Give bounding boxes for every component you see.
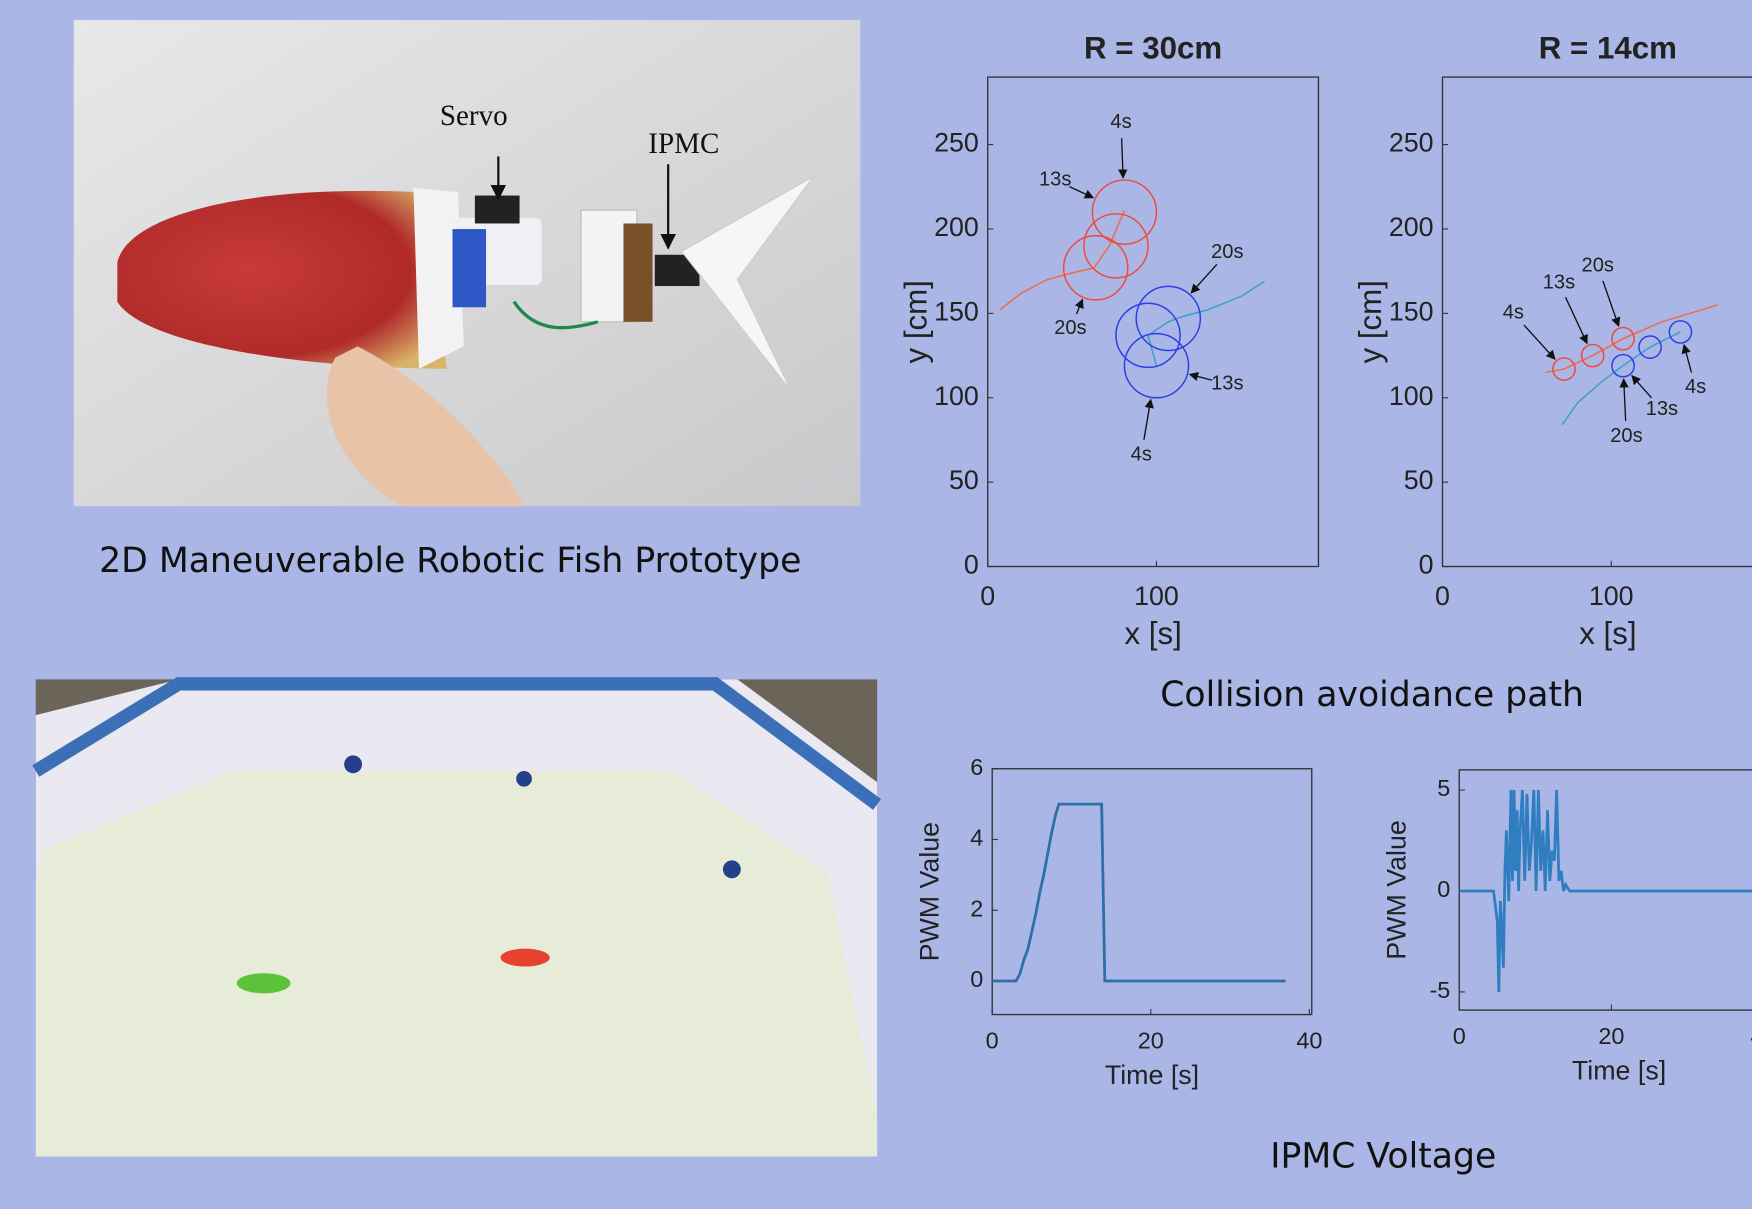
annotation: 20s: [1610, 425, 1642, 447]
safety-circle: [1136, 286, 1200, 350]
annotation-arrow: [1684, 345, 1692, 373]
annotation: 4s: [1131, 443, 1152, 465]
annotation: 20s: [1054, 317, 1086, 339]
series-line: [992, 804, 1285, 981]
x-tick-label: 0: [980, 581, 995, 611]
y-tick-label: 0: [1437, 876, 1450, 902]
x-tick-label: 20: [1598, 1023, 1624, 1049]
annotation: 13s: [1211, 373, 1243, 395]
annotation: 4s: [1685, 376, 1706, 398]
y-tick-label: 6: [970, 754, 983, 780]
y-tick-label: 250: [1389, 128, 1434, 158]
annotation-arrow: [1524, 325, 1555, 359]
poster: Servo IPMC 2D Maneuverable Robotic Fish …: [0, 0, 1752, 1209]
chart-title: R = 30cm: [1084, 31, 1222, 66]
prototype-photo: Servo IPMC: [74, 20, 861, 506]
y-tick-label: 100: [934, 381, 979, 411]
x-tick-label: 0: [1435, 581, 1450, 611]
annotation: 13s: [1039, 168, 1071, 190]
annotation: 20s: [1582, 254, 1614, 276]
annotation-arrow: [1603, 281, 1619, 326]
annotation-arrow: [1069, 187, 1093, 198]
annotation-arrow: [1566, 297, 1588, 343]
caption: 2D Maneuverable Robotic Fish Prototype: [99, 541, 801, 581]
y-axis-label: y [cm]: [1353, 280, 1388, 363]
x-tick-label: 100: [1589, 581, 1634, 611]
annotation-arrow: [1122, 138, 1123, 178]
y-tick-label: -5: [1429, 977, 1450, 1003]
y-tick-label: 50: [1404, 465, 1434, 495]
series-line: [1459, 790, 1752, 992]
x-axis-label: Time [s]: [1105, 1060, 1199, 1090]
plot-area: [1442, 77, 1752, 566]
y-tick-label: 50: [949, 465, 979, 495]
y-axis-label: PWM Value: [914, 822, 944, 961]
series-line: [1148, 281, 1264, 365]
x-tick-label: 0: [986, 1028, 999, 1054]
tank-photo: [36, 679, 877, 1156]
page: Servo IPMC 2D Maneuverable Robotic Fish …: [0, 0, 1752, 1209]
annotation: 4s: [1110, 111, 1131, 133]
annotation-arrow: [1144, 400, 1151, 440]
safety-circle: [1064, 236, 1128, 300]
y-tick-label: 0: [964, 550, 979, 580]
x-tick-label: 0: [1453, 1023, 1466, 1049]
series-line: [1000, 210, 1125, 310]
annotation: 13s: [1646, 398, 1678, 420]
annotation: 4s: [1503, 302, 1524, 324]
x-tick-label: 20: [1138, 1028, 1164, 1054]
caption: Collision avoidance path: [1160, 675, 1584, 715]
y-tick-label: 150: [934, 296, 979, 326]
photo-label: Servo: [440, 100, 508, 132]
y-axis-label: y [cm]: [898, 280, 933, 363]
y-tick-label: 150: [1389, 296, 1434, 326]
annotation: 13s: [1543, 271, 1575, 293]
y-axis-label: PWM Value: [1381, 820, 1411, 959]
plot-area: [988, 77, 1319, 566]
y-tick-label: 0: [1419, 550, 1434, 580]
x-axis-label: x [s]: [1124, 616, 1181, 651]
y-tick-label: 5: [1437, 775, 1450, 801]
series-line: [1545, 305, 1717, 373]
annotation-arrow: [1076, 299, 1082, 314]
y-tick-label: 200: [1389, 212, 1434, 242]
annotation-arrow: [1624, 379, 1626, 421]
x-tick-label: 100: [1134, 581, 1179, 611]
y-tick-label: 0: [970, 966, 983, 992]
x-axis-label: x [s]: [1579, 616, 1636, 651]
chart-title: R = 14cm: [1539, 31, 1677, 66]
y-tick-label: 100: [1389, 381, 1434, 411]
x-tick-label: 40: [1296, 1028, 1322, 1054]
annotation-arrow: [1632, 376, 1652, 398]
annotation-arrow: [1191, 264, 1217, 293]
y-tick-label: 250: [934, 128, 979, 158]
caption: IPMC Voltage: [1270, 1137, 1496, 1177]
x-axis-label: Time [s]: [1572, 1056, 1666, 1086]
photo-label: IPMC: [648, 128, 719, 160]
y-tick-label: 4: [970, 825, 983, 851]
annotation-arrow: [1190, 374, 1213, 380]
annotation: 20s: [1211, 241, 1243, 263]
safety-circle: [1084, 214, 1148, 278]
y-tick-label: 2: [970, 895, 983, 921]
y-tick-label: 200: [934, 212, 979, 242]
